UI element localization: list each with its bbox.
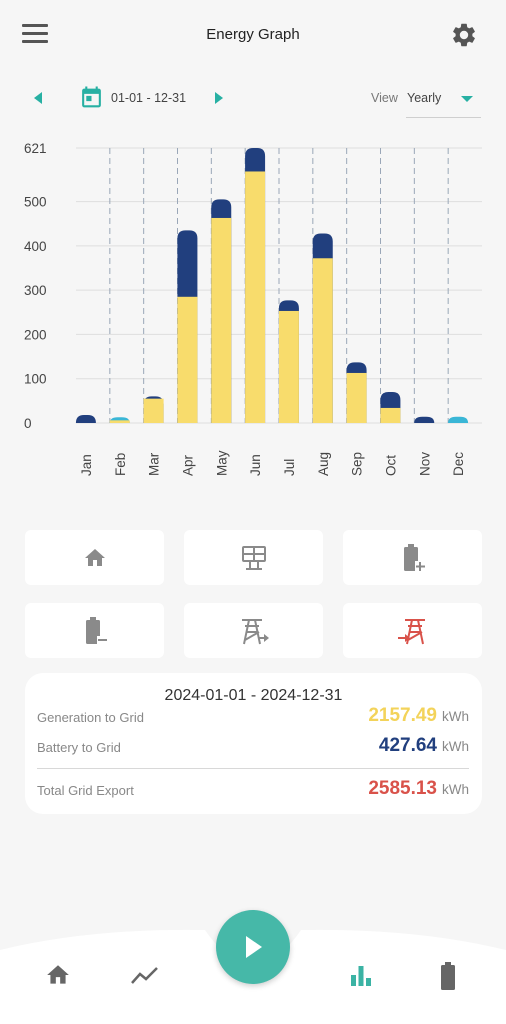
play-button[interactable] (216, 910, 290, 984)
x-tick-label: May (214, 450, 229, 476)
x-tick-label: Dec (451, 452, 466, 476)
y-tick-label: 621 (24, 141, 47, 156)
view-select[interactable]: Yearly (406, 84, 481, 118)
grid-export-icon (397, 618, 425, 644)
battery-charge-icon (403, 543, 426, 572)
bar-generation (380, 407, 401, 423)
summary-label: Total Grid Export (37, 783, 134, 798)
x-tick-label: Mar (147, 452, 162, 476)
x-tick-label: Nov (417, 452, 432, 476)
solar-panel-icon (241, 545, 266, 570)
bar-generation (245, 171, 266, 423)
tile-grid-import[interactable] (184, 603, 323, 658)
summary-value: 2585.13 (368, 778, 437, 799)
tile-grid-export[interactable] (343, 603, 482, 658)
bar-chart-icon[interactable] (349, 963, 373, 987)
home-icon[interactable] (44, 962, 72, 988)
tile-solar[interactable] (184, 530, 323, 585)
energy-chart-svg: 0 100 200 300 400 500 621 Jan Feb Mar Apr May Jun Jul… (24, 141, 482, 476)
bar-generation (143, 398, 164, 423)
date-range-label[interactable]: 01-01 - 12-31 (111, 91, 187, 105)
x-tick-label: Jun (248, 454, 263, 476)
bar-generation (346, 372, 367, 423)
top-bar: Energy Graph (0, 0, 506, 70)
x-tick-label: Oct (383, 455, 398, 476)
menu-icon[interactable] (22, 24, 48, 46)
trend-icon[interactable] (130, 964, 160, 986)
summary-divider (37, 768, 469, 769)
summary-unit: kWh (442, 709, 469, 724)
energy-chart: 0 100 200 300 400 500 621 Jan Feb Mar Apr May Jun Jul… (0, 130, 506, 490)
summary-value: 427.64 (378, 735, 437, 756)
chevron-down-icon (461, 96, 473, 102)
summary-unit: kWh (442, 739, 469, 754)
bar-generation (312, 258, 333, 423)
calendar-icon[interactable] (79, 85, 104, 111)
home-icon (84, 548, 105, 566)
x-tick-label: Aug (316, 452, 331, 476)
bar-generation (177, 296, 198, 423)
y-tick-label: 100 (24, 372, 47, 387)
summary-value: 2157.49 (368, 705, 437, 726)
grid-import-icon (241, 618, 269, 644)
battery-discharge-icon (85, 616, 108, 645)
x-tick-label: Feb (113, 453, 128, 476)
play-icon (246, 936, 262, 958)
bar-generation (278, 310, 299, 423)
summary-row-battery: Battery to Grid 427.64 kWh (37, 735, 469, 759)
summary-label: Battery to Grid (37, 740, 121, 755)
tile-home[interactable] (25, 530, 164, 585)
date-nav: 01-01 - 12-31 View Yearly (0, 80, 506, 120)
bar-generation (109, 420, 130, 423)
bar-battery (448, 416, 469, 423)
summary-date-range: 2024-01-01 - 2024-12-31 (164, 687, 343, 704)
summary-label: Generation to Grid (37, 710, 144, 725)
view-label: View (371, 91, 398, 105)
page-title: Energy Graph (206, 26, 300, 43)
bar-battery (414, 416, 435, 423)
battery-icon[interactable] (439, 961, 457, 991)
view-select-value: Yearly (407, 91, 442, 105)
bar-generation (211, 217, 232, 423)
bar-battery (75, 415, 96, 423)
prev-period-button[interactable] (34, 92, 42, 104)
tile-battery-charge[interactable] (343, 530, 482, 585)
next-period-button[interactable] (215, 92, 223, 104)
gear-icon[interactable] (450, 21, 478, 49)
y-tick-label: 400 (24, 239, 47, 254)
y-tick-label: 200 (24, 327, 47, 342)
summary-row-total: Total Grid Export 2585.13 kWh (37, 778, 469, 802)
y-tick-label: 0 (24, 416, 32, 431)
summary-card: 2024-01-01 - 2024-12-31 Generation to Gr… (25, 673, 482, 814)
y-tick-label: 300 (24, 283, 47, 298)
tile-battery-discharge[interactable] (25, 603, 164, 658)
summary-row-generation: Generation to Grid 2157.49 kWh (37, 705, 469, 729)
x-tick-label: Apr (180, 454, 195, 476)
summary-unit: kWh (442, 782, 469, 797)
y-tick-label: 500 (24, 195, 47, 210)
x-tick-label: Jan (79, 454, 94, 476)
x-tick-label: Jul (282, 459, 297, 476)
x-tick-label: Sep (350, 452, 365, 476)
